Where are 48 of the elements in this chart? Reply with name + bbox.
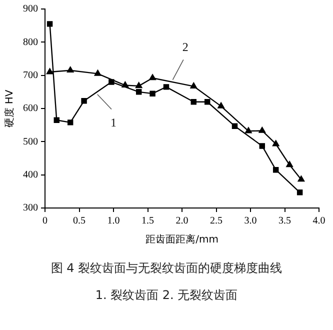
- point: [232, 123, 238, 129]
- y-tick-label: 700: [23, 70, 38, 81]
- text: 2: [182, 40, 188, 54]
- x-tick-label: 2.5: [210, 216, 222, 227]
- point: [150, 90, 156, 96]
- y-tick-label: 400: [23, 169, 38, 180]
- text: 1: [110, 115, 116, 130]
- y-tick-label: 300: [23, 202, 38, 214]
- point: [108, 79, 114, 85]
- x-tick-label: 1.5: [142, 216, 154, 227]
- point: [218, 102, 224, 108]
- point: [46, 68, 54, 74]
- point: [272, 166, 279, 173]
- point: [54, 117, 60, 123]
- point: [272, 140, 280, 146]
- point: [149, 74, 156, 80]
- point: [204, 99, 210, 105]
- x-tick-label: 4.0: [312, 216, 326, 227]
- text: 1. 裂纹齿面 2. 无裂纹齿面: [94, 287, 239, 304]
- x-tick-label: 1.0: [107, 216, 120, 227]
- y-tick-label: 500: [23, 136, 38, 148]
- x-tick-label: 0: [42, 216, 48, 227]
- point: [136, 89, 142, 95]
- point: [190, 99, 197, 105]
- point: [245, 127, 252, 134]
- point: [66, 66, 74, 73]
- y-tick-label: 600: [23, 103, 38, 114]
- y-tick-label: 900: [23, 4, 38, 15]
- x-axis-title: 距齿面距离/mm: [146, 234, 218, 246]
- x-tick-label: 3.0: [244, 216, 257, 227]
- point: [94, 70, 102, 76]
- caption: 图 4 裂纹齿面与无裂纹齿面的硬度梯度曲线: [50, 260, 284, 277]
- point: [81, 98, 87, 104]
- x-tick-label: 3.5: [278, 216, 291, 227]
- y-tick-label: 800: [23, 36, 38, 48]
- point: [296, 190, 303, 196]
- point: [67, 120, 74, 126]
- point: [46, 21, 53, 27]
- x-tick-label: 2.0: [176, 216, 188, 227]
- point: [135, 82, 142, 88]
- x-tick-label: 0.5: [73, 216, 86, 227]
- point: [298, 176, 305, 182]
- point: [190, 82, 198, 88]
- y-axis-title: 硬度 HV: [4, 90, 16, 128]
- point: [163, 84, 170, 90]
- point: [259, 143, 266, 149]
- point: [286, 161, 293, 168]
- point: [258, 126, 266, 133]
